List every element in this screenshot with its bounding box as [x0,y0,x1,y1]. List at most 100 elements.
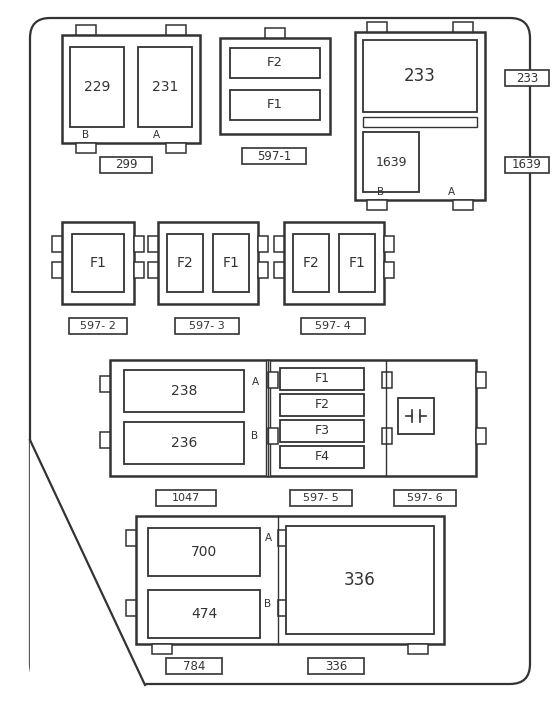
Bar [367,200,387,210]
Bar [148,528,260,576]
Text: F1: F1 [223,256,240,270]
Bar [363,132,419,192]
Bar [110,360,476,476]
Bar [52,262,62,278]
Bar [280,394,364,416]
Bar [138,47,192,127]
Bar [301,318,365,334]
Text: B: B [378,187,384,197]
Bar [213,234,249,292]
Bar [134,262,144,278]
Bar [268,372,278,388]
Bar [268,428,278,444]
Bar [476,372,486,388]
Bar [505,70,549,86]
Text: A: A [447,187,455,197]
Bar [280,446,364,468]
Bar [70,47,124,127]
Bar [230,90,320,120]
Bar [265,28,285,38]
Bar [278,530,288,546]
Bar [382,372,392,388]
Bar [355,32,485,200]
Bar [136,516,444,644]
Text: 336: 336 [325,659,347,673]
Bar [278,600,288,616]
Bar [274,236,284,252]
Bar [148,590,260,638]
Text: 233: 233 [404,67,436,85]
Text: B: B [265,599,272,609]
Text: 597- 5: 597- 5 [303,493,339,503]
FancyBboxPatch shape [30,18,530,684]
Bar [166,143,186,153]
Bar [476,428,486,444]
Text: 238: 238 [171,384,197,398]
Bar [274,262,284,278]
Bar [398,398,434,434]
Bar [394,490,456,506]
Bar [158,222,258,304]
Polygon shape [30,440,145,685]
Text: 597- 3: 597- 3 [189,321,225,331]
Bar [126,600,136,616]
Bar [382,428,392,444]
Bar [453,200,473,210]
Bar [367,22,387,32]
Bar [230,48,320,78]
Text: 236: 236 [171,436,197,450]
Bar [100,376,110,392]
Bar [408,644,428,654]
Bar [152,644,172,654]
Text: F1: F1 [349,256,365,270]
Bar [148,262,158,278]
Bar [453,22,473,32]
Text: 700: 700 [191,545,217,559]
Text: 233: 233 [516,72,538,84]
Text: 336: 336 [344,571,376,589]
Bar [258,262,268,278]
Text: 299: 299 [115,158,137,172]
Text: 231: 231 [152,80,178,94]
Text: 597- 2: 597- 2 [80,321,116,331]
Bar [62,35,200,143]
Bar [76,25,96,35]
Bar [293,234,329,292]
Text: F2: F2 [267,56,283,70]
Bar [134,236,144,252]
Bar [175,318,239,334]
Bar [124,370,244,412]
Bar [100,432,110,448]
Text: 597- 6: 597- 6 [407,493,443,503]
Text: 1639: 1639 [512,158,542,172]
Text: F4: F4 [315,451,330,463]
Text: F2: F2 [177,256,193,270]
Bar [166,25,186,35]
Text: A: A [265,533,272,543]
Text: 597- 4: 597- 4 [315,321,351,331]
Bar [266,360,270,476]
Text: 229: 229 [84,80,110,94]
Text: 1047: 1047 [172,493,200,503]
Bar [52,236,62,252]
Text: F3: F3 [315,425,330,437]
Bar [280,368,364,390]
Bar [290,490,352,506]
Bar [72,234,124,292]
Bar [505,157,549,173]
Bar [242,148,306,164]
Bar [100,157,152,173]
Bar [286,526,434,634]
Text: 784: 784 [183,659,205,673]
Bar [76,143,96,153]
Text: B: B [82,130,90,140]
Bar [258,236,268,252]
Bar [156,490,216,506]
Bar [280,420,364,442]
Text: A: A [153,130,159,140]
Bar [384,236,394,252]
Text: 597-1: 597-1 [257,150,291,162]
Text: B: B [251,431,258,441]
Bar [167,234,203,292]
Text: 1639: 1639 [375,155,407,169]
